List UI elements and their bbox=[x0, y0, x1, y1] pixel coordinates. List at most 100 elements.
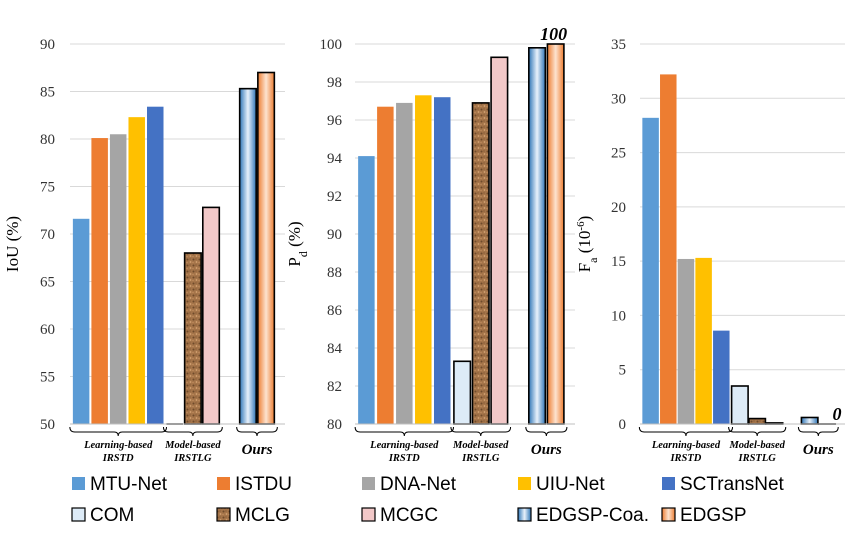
y-tick-label: 90 bbox=[40, 37, 55, 53]
brace-ours bbox=[236, 426, 278, 437]
bar-mclg bbox=[183, 252, 202, 425]
y-axis-label: Pd (%) bbox=[285, 221, 310, 266]
legend-swatch bbox=[361, 507, 376, 522]
y-tick-label: 82 bbox=[327, 379, 342, 395]
legend-label: ISTDU bbox=[235, 474, 292, 495]
brace-model bbox=[728, 426, 787, 437]
y-tick-label: 50 bbox=[40, 417, 55, 433]
legend-swatch bbox=[362, 477, 375, 490]
y-axis-label: IoU (%) bbox=[3, 216, 22, 272]
group-label-learning: Learning-based bbox=[651, 440, 721, 451]
group-label-model: Model-based bbox=[164, 440, 221, 451]
y-tick-label: 92 bbox=[327, 189, 342, 205]
y-tick-label: 96 bbox=[327, 113, 343, 129]
y-tick-label: 86 bbox=[327, 303, 343, 319]
legend-label: MTU-Net bbox=[90, 474, 168, 495]
y-tick-label: 65 bbox=[40, 275, 55, 291]
y-tick-label: 90 bbox=[327, 227, 342, 243]
legend-item-istdu: ISTDU bbox=[217, 474, 292, 495]
bar-dna-net bbox=[109, 134, 127, 424]
data-label-edgsp: 100 bbox=[540, 24, 567, 44]
legend-swatch bbox=[72, 477, 85, 490]
bar-edgsp-coa bbox=[238, 87, 257, 425]
legend-swatch bbox=[216, 507, 231, 522]
legend-label: DNA-Net bbox=[380, 474, 457, 495]
group-label-ours: Ours bbox=[531, 442, 562, 458]
y-tick-label: 60 bbox=[40, 322, 55, 338]
bar-sctransnet bbox=[147, 106, 164, 424]
legend-label: SCTransNet bbox=[680, 474, 785, 495]
bar-mcgc bbox=[201, 206, 221, 425]
legend-item-edgsp-coa: EDGSP-Coa. bbox=[517, 505, 649, 526]
legend-label: EDGSP-Coa. bbox=[536, 505, 649, 526]
group-label-learning-sub: IRSTD bbox=[102, 453, 134, 464]
legend-swatch bbox=[662, 477, 675, 490]
y-tick-label: 84 bbox=[327, 341, 343, 357]
bar-mclg bbox=[748, 417, 767, 425]
brace-model bbox=[162, 426, 223, 437]
group-label-learning-sub: IRSTD bbox=[669, 453, 701, 464]
brace-ours bbox=[525, 426, 568, 437]
legend-label: EDGSP bbox=[680, 505, 747, 526]
bar-sctransnet bbox=[713, 330, 730, 424]
bar-uiu-net bbox=[695, 257, 712, 424]
bar-dna-net bbox=[396, 102, 413, 425]
y-tick-label: 55 bbox=[40, 370, 55, 386]
legend-item-mclg: MCLG bbox=[216, 505, 290, 526]
chart-panel-1: 50 55 60 65 70 75 80 85 90 IoU (%) Learning-based I… bbox=[3, 37, 285, 464]
group-label-learning-sub: IRSTD bbox=[388, 453, 420, 464]
legend-item-dna-net: DNA-Net bbox=[362, 474, 457, 495]
group-label-model-sub: IRSTLG bbox=[173, 453, 212, 464]
y-tick-label: 88 bbox=[327, 265, 342, 281]
legend-item-sctransnet: SCTransNet bbox=[662, 474, 785, 495]
group-label-learning: Learning-based bbox=[83, 440, 153, 451]
group-label-model-sub: IRSTLG bbox=[461, 453, 500, 464]
bar-com bbox=[453, 360, 472, 425]
y-tick-label: 80 bbox=[40, 132, 55, 148]
legend-swatch bbox=[217, 477, 230, 490]
y-tick-label: 15 bbox=[611, 254, 626, 270]
y-axis-label: Fa (10-6) bbox=[575, 216, 600, 273]
y-tick-label: 25 bbox=[611, 146, 626, 162]
chart-panel-3: 0 5 10 15 20 25 30 35 Fa (10-6) Learning-based IRS… bbox=[575, 37, 845, 464]
legend-label: MCLG bbox=[235, 505, 290, 526]
bar-istdu bbox=[660, 74, 677, 425]
y-tick-label: 80 bbox=[327, 417, 342, 433]
legend-item-uiu-net: UIU-Net bbox=[518, 474, 605, 495]
legend: MTU-Net ISTDU DNA-Net UIU-Net SCTransNet COM M… bbox=[71, 474, 785, 526]
bar-mtu-net bbox=[642, 117, 659, 424]
brace-learning bbox=[354, 426, 454, 437]
legend-item-mcgc: MCGC bbox=[361, 505, 438, 526]
group-label-ours: Ours bbox=[242, 442, 273, 458]
bar-uiu-net bbox=[128, 117, 145, 425]
y-tick-label: 30 bbox=[611, 91, 626, 107]
legend-label: COM bbox=[90, 505, 134, 526]
legend-label: MCGC bbox=[380, 505, 438, 526]
group-label-ours: Ours bbox=[803, 442, 834, 458]
brace-ours bbox=[797, 426, 839, 437]
bar-istdu bbox=[377, 106, 394, 424]
y-tick-label: 5 bbox=[619, 363, 627, 379]
brace-learning bbox=[69, 426, 168, 437]
y-tick-label: 100 bbox=[320, 37, 343, 53]
bar-uiu-net bbox=[415, 95, 432, 425]
group-label-model-sub: IRSTLG bbox=[737, 453, 776, 464]
legend-item-com: COM bbox=[71, 505, 134, 526]
group-label-model: Model-based bbox=[728, 440, 785, 451]
bar-dna-net bbox=[677, 258, 695, 424]
bar-mtu-net bbox=[358, 156, 375, 424]
legend-swatch bbox=[661, 507, 676, 522]
legend-item-mtu-net: MTU-Net bbox=[72, 474, 168, 495]
y-tick-label: 98 bbox=[327, 75, 342, 91]
chart-panel-2: 80 82 84 86 88 90 92 94 96 98 100 Pd (%) Learning-ba… bbox=[285, 24, 575, 464]
legend-item-edgsp: EDGSP bbox=[661, 505, 747, 526]
legend-swatch bbox=[517, 507, 532, 522]
bar-mtu-net bbox=[72, 218, 90, 424]
bar-mclg bbox=[471, 102, 490, 425]
bar-mcgc bbox=[490, 56, 509, 425]
brace-learning bbox=[638, 426, 734, 437]
bar-edgsp-coa bbox=[528, 46, 547, 425]
bar-sctransnet bbox=[433, 97, 451, 424]
y-tick-label: 94 bbox=[327, 151, 343, 167]
